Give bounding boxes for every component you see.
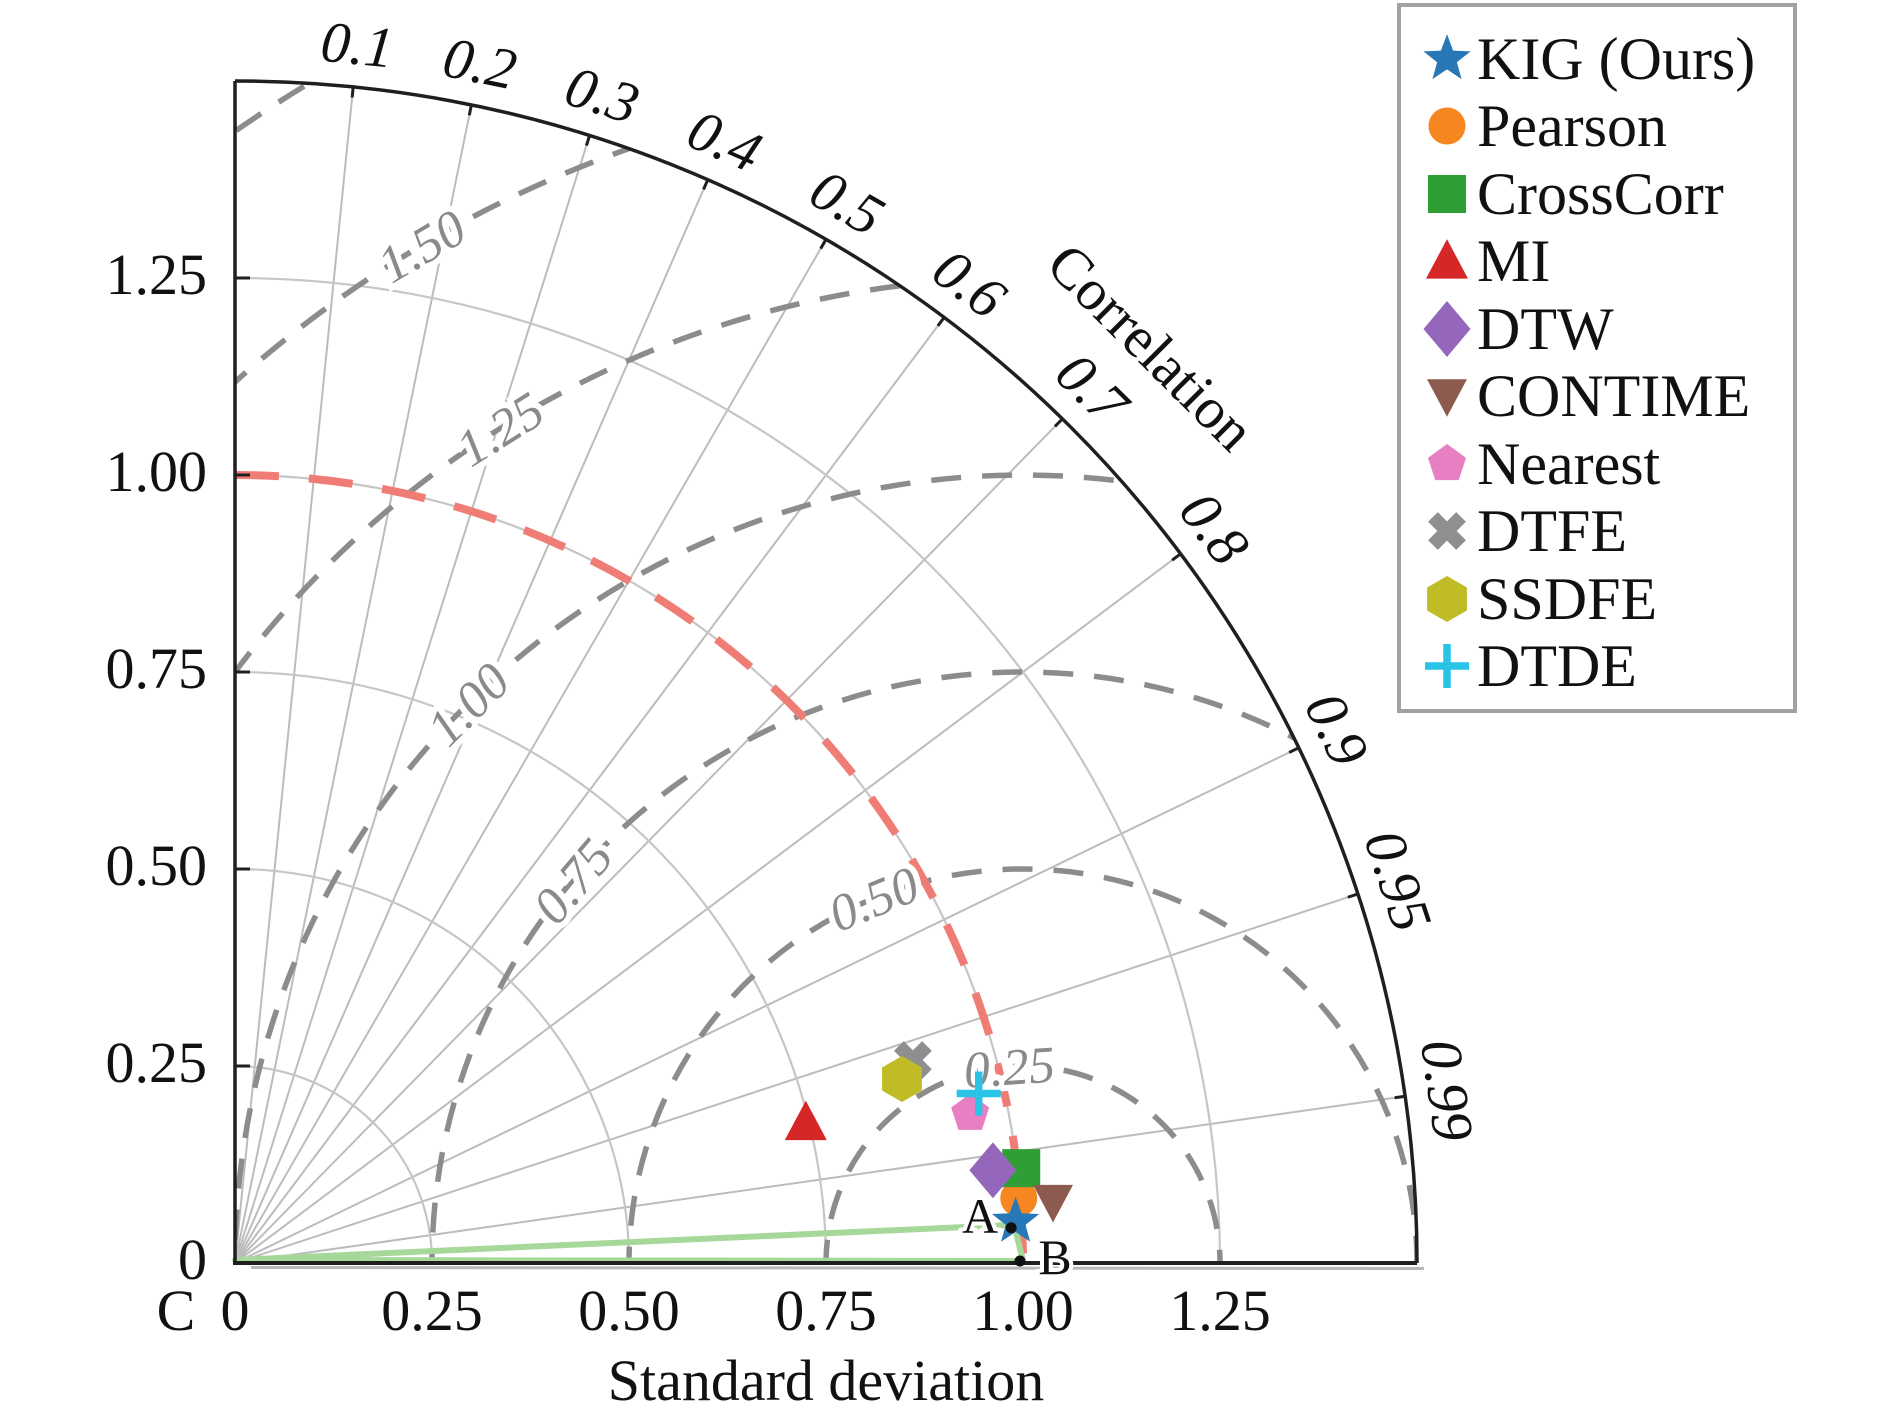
reference-std-arc xyxy=(234,471,1027,1264)
correlation-tick-label: 0.1 xyxy=(318,9,397,81)
legend-marker-dtw xyxy=(1423,300,1471,357)
legend-label-dtfe: DTFE xyxy=(1477,498,1627,565)
legend-marker-glyph-ssdfe xyxy=(1427,575,1467,622)
legend-label-dtde: DTDE xyxy=(1477,633,1637,700)
correlation-axis-labels: 0.1 0.2 0.30.40.50.60.70.80.90.950.99Corre… xyxy=(318,9,1487,1145)
legend-item-nearest: Nearest xyxy=(1401,430,1793,498)
y-tick-label: 1.00 xyxy=(106,439,208,504)
point-b-dot xyxy=(1014,1255,1026,1267)
x-tick-label: 1.00 xyxy=(972,1278,1074,1343)
legend-marker-glyph-crosscorr xyxy=(1428,174,1466,213)
y-tick-label: 0.50 xyxy=(106,833,208,898)
legend-label-mi: MI xyxy=(1477,228,1551,295)
legend-marker-kig-ours xyxy=(1423,33,1471,79)
point-a-dot xyxy=(1005,1222,1017,1234)
point-b-label: B xyxy=(1038,1229,1071,1285)
legend-item-crosscorr: CrossCorr xyxy=(1401,160,1793,228)
point-c-label: C xyxy=(157,1278,196,1343)
legend-label-crosscorr: CrossCorr xyxy=(1477,160,1724,227)
legend-marker-nearest xyxy=(1427,443,1467,480)
x-tick-label: 0.25 xyxy=(381,1278,483,1343)
correlation-tick-label: 0.5 xyxy=(800,156,895,249)
legend-item-kig-ours: KIG (Ours) xyxy=(1401,25,1793,93)
legend-item-dtde: DTDE xyxy=(1401,633,1793,701)
y-tick-label: 0.25 xyxy=(106,1030,208,1095)
legend-marker-glyph-dtfe xyxy=(1428,512,1466,551)
legend-label-pearson: Pearson xyxy=(1477,93,1667,160)
y-tick-label: 0.75 xyxy=(106,636,208,701)
marker-dtde xyxy=(956,1071,1001,1116)
legend-marker-glyph-contime xyxy=(1427,379,1467,418)
rms-label: 1.25 xyxy=(447,382,554,479)
cab-triangle xyxy=(232,1221,1026,1264)
legend-marker-dtde xyxy=(1425,644,1469,689)
legend-item-dtfe: DTFE xyxy=(1401,498,1793,566)
legend-marker-glyph-dtde xyxy=(1425,644,1469,689)
marker-nearest xyxy=(951,1093,990,1130)
point-a-label: A xyxy=(962,1188,998,1244)
legend-label-nearest: Nearest xyxy=(1477,430,1661,497)
correlation-axis-title: Correlation xyxy=(1035,231,1268,464)
legend-item-pearson: Pearson xyxy=(1401,93,1793,161)
legend-marker-crosscorr xyxy=(1428,174,1466,213)
reference-points: AB C xyxy=(157,1184,1076,1343)
std-tick-labels: 00 0.25 0.25 0.50 0.50 0.75 0.75 1.00 1.00 1.25 1.… xyxy=(106,242,1271,1343)
legend-marker-dtfe xyxy=(1428,512,1466,551)
marker-kig-ours xyxy=(991,1196,1040,1242)
marker-mi xyxy=(784,1100,827,1141)
marker-ssdfe xyxy=(882,1056,922,1103)
rms-contour-labels: 0.250.500.751.001.251.50 xyxy=(363,193,1063,1105)
std-arcs xyxy=(234,276,1222,1264)
x-tick-label: 1.25 xyxy=(1169,1278,1271,1343)
legend: KIG (Ours) Pearson CrossCorr MI DTW CONTIME Ne… xyxy=(1397,3,1797,713)
legend-marker-glyph-mi xyxy=(1426,239,1468,279)
x-tick-label: 0.75 xyxy=(775,1278,877,1343)
legend-item-mi: MI xyxy=(1401,228,1793,296)
legend-label-ssdfe: SSDFE xyxy=(1477,565,1658,632)
legend-item-ssdfe: SSDFE xyxy=(1401,565,1793,633)
x-tick-label: 0.50 xyxy=(578,1278,680,1343)
correlation-tick-label: 0.8 xyxy=(1167,480,1263,577)
legend-marker-pearson xyxy=(1428,107,1466,145)
legend-label-contime: CONTIME xyxy=(1477,363,1751,430)
legend-item-contime: CONTIME xyxy=(1401,363,1793,431)
legend-marker-glyph-nearest xyxy=(1427,443,1467,480)
correlation-tick-label: 0.3 xyxy=(558,53,647,137)
legend-label-dtw: DTW xyxy=(1477,295,1614,362)
legend-marker-glyph-pearson xyxy=(1428,107,1466,145)
x-tick-label: 0 xyxy=(221,1278,250,1343)
legend-marker-glyph-dtw xyxy=(1423,300,1471,357)
correlation-tick-label: 0.2 xyxy=(438,24,522,102)
boundary-arc xyxy=(234,79,1419,1264)
correlation-tick-label: 0.99 xyxy=(1408,1035,1487,1145)
series-markers xyxy=(784,1041,1074,1242)
rms-label: 1.50 xyxy=(369,199,476,294)
marker-dtw xyxy=(969,1142,1017,1199)
marker-pearson xyxy=(1000,1179,1038,1217)
legend-label-kig-ours: KIG (Ours) xyxy=(1477,25,1756,92)
x-axis-title: Standard deviation xyxy=(608,1348,1045,1413)
legend-marker-glyph-kig-ours xyxy=(1423,33,1471,79)
bottom-axis-shadow xyxy=(250,1266,1425,1270)
y-tick-label: 1.25 xyxy=(106,242,208,307)
correlation-tick-label: 0.6 xyxy=(921,236,1018,332)
legend-marker-ssdfe xyxy=(1427,575,1467,622)
marker-contime xyxy=(1033,1184,1074,1223)
legend-marker-mi xyxy=(1426,239,1468,279)
legend-item-dtw: DTW xyxy=(1401,295,1793,363)
axes xyxy=(233,79,1425,1270)
rms-label: 0.50 xyxy=(821,856,927,943)
rms-label: 1.00 xyxy=(417,653,522,758)
y-tick-label: 0 xyxy=(178,1227,207,1292)
legend-marker-contime xyxy=(1427,379,1467,418)
